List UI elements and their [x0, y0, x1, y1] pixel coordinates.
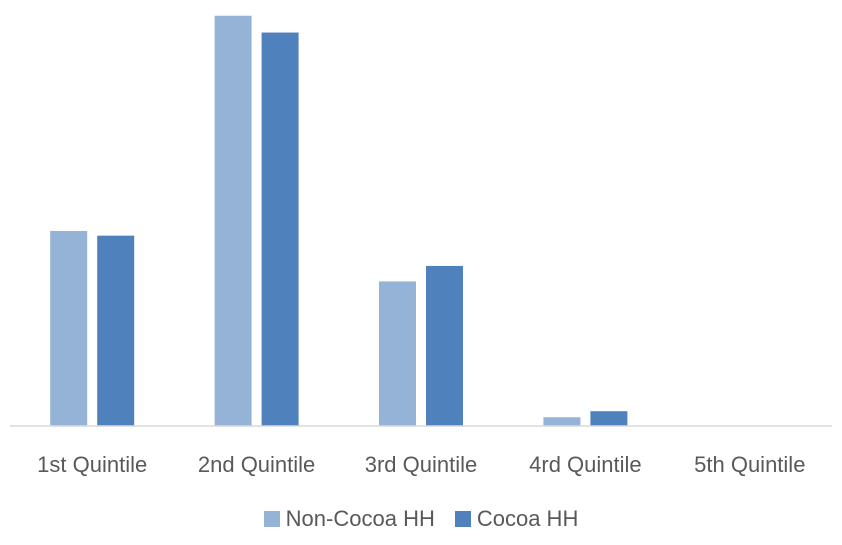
- legend-item-non-cocoa: Non-Cocoa HH: [263, 506, 435, 532]
- bar-non-cocoa-4: [543, 417, 581, 426]
- legend-swatch-cocoa: [454, 511, 471, 527]
- bar-non-cocoa-1: [50, 230, 88, 426]
- x-tick-label: 4rd Quintile: [529, 452, 642, 477]
- legend-swatch-non-cocoa: [263, 511, 280, 527]
- x-tick-label: 5th Quintile: [694, 452, 805, 477]
- bar-cocoa-1: [97, 235, 135, 426]
- legend-label-cocoa: Cocoa HH: [476, 506, 579, 531]
- bar-cocoa-2: [261, 32, 299, 427]
- bar-cocoa-3: [426, 265, 463, 426]
- legend-item-cocoa: Cocoa HH: [454, 506, 579, 532]
- bars-layer: [50, 15, 628, 427]
- bar-cocoa-4: [590, 411, 628, 426]
- legend: Non-Cocoa HH Cocoa HH: [0, 506, 842, 532]
- x-tick-label: 3rd Quintile: [365, 452, 478, 477]
- bar-non-cocoa-2: [214, 15, 252, 427]
- x-tick-label: 1st Quintile: [37, 452, 147, 477]
- x-tick-label: 2nd Quintile: [198, 452, 315, 477]
- bar-non-cocoa-3: [379, 281, 416, 426]
- legend-label-non-cocoa: Non-Cocoa HH: [285, 506, 435, 531]
- x-tick-labels: 1st Quintile 2nd Quintile 3rd Quintile 4rd …: [37, 452, 805, 477]
